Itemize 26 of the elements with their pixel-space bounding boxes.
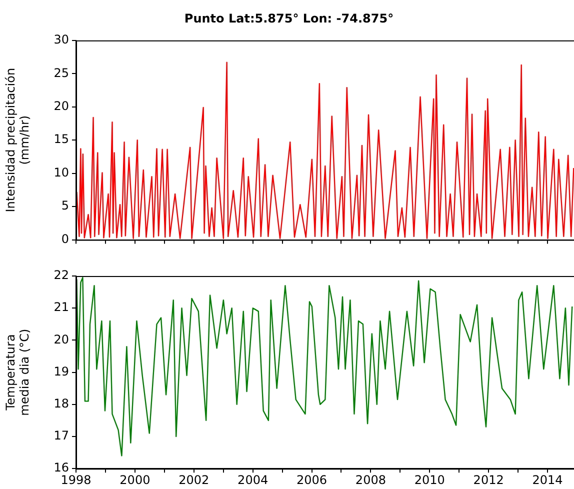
y-tick-label: 0 xyxy=(61,232,69,246)
y-tick-label: 10 xyxy=(54,165,69,180)
x-tick-label: 2014 xyxy=(532,472,563,487)
y-tick-label: 30 xyxy=(54,32,69,47)
y-tick-label: 15 xyxy=(54,132,69,146)
chart-title: Punto Lat:5.875° Lon: -74.875° xyxy=(184,11,394,26)
x-tick-label: 2000 xyxy=(120,472,150,487)
x-tick-label: 1998 xyxy=(60,472,92,487)
y-tick-label: 5 xyxy=(61,198,69,213)
x-tick-label: 2008 xyxy=(355,472,386,487)
x-tick-label: 2004 xyxy=(238,472,268,487)
x-tick-label: 2010 xyxy=(414,472,445,487)
y-tick-label: 20 xyxy=(54,98,69,113)
y-tick-label: 17 xyxy=(54,428,69,443)
y-tick-label: 20 xyxy=(54,332,69,346)
y-tick-label: 16 xyxy=(54,460,69,475)
x-tick-label: 2006 xyxy=(296,472,328,487)
x-tick-label: 2002 xyxy=(178,472,210,487)
y-axis-title: Intensidad precipitación (mm/hr) xyxy=(3,68,32,212)
y-tick-label: 18 xyxy=(54,396,69,411)
y-tick-label: 22 xyxy=(54,268,69,282)
x-tick-label: 2012 xyxy=(473,472,504,487)
y-tick-label: 25 xyxy=(54,66,69,80)
y-tick-label: 19 xyxy=(54,364,69,378)
y-tick-label: 21 xyxy=(54,300,69,314)
y-axis-title: Temperatura media dia (°C) xyxy=(3,328,32,416)
